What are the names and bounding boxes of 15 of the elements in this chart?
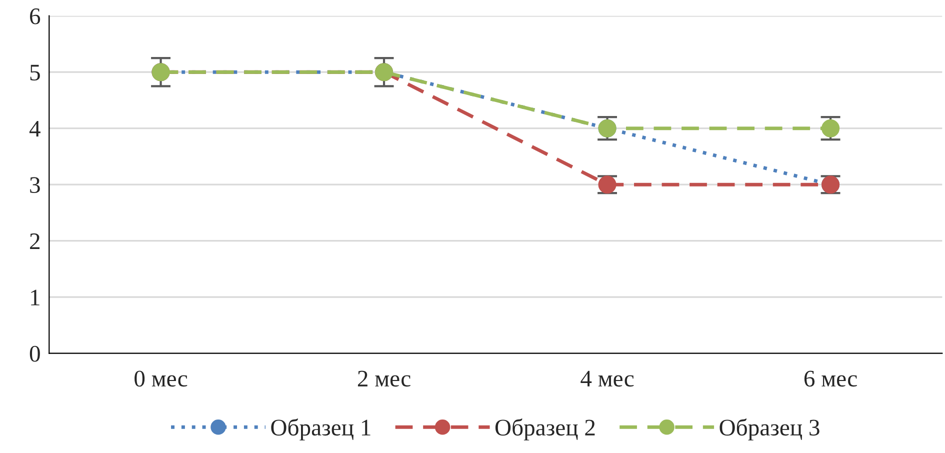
y-tick-label: 2 [30,233,40,250]
y-tick-label: 4 [29,121,40,137]
legend-label: Образец 3 [720,418,820,440]
y-tick-label: 0 [30,346,40,362]
y-tick-label: 6 [30,8,40,24]
point [822,119,840,138]
legend-label: Образец 2 [495,418,595,440]
legend-label: Образец 1 [271,418,370,440]
x-tick-label: 2 мес [358,370,410,387]
x-tick-label: 4 мес [580,370,634,387]
x-tick-label: 6 мес [804,370,857,387]
y-tick-label: 5 [30,64,40,81]
y-tick-label: 1 [31,290,40,306]
y-tick-label: 3 [30,177,40,194]
x-tick-label: 0 мес [134,370,188,387]
